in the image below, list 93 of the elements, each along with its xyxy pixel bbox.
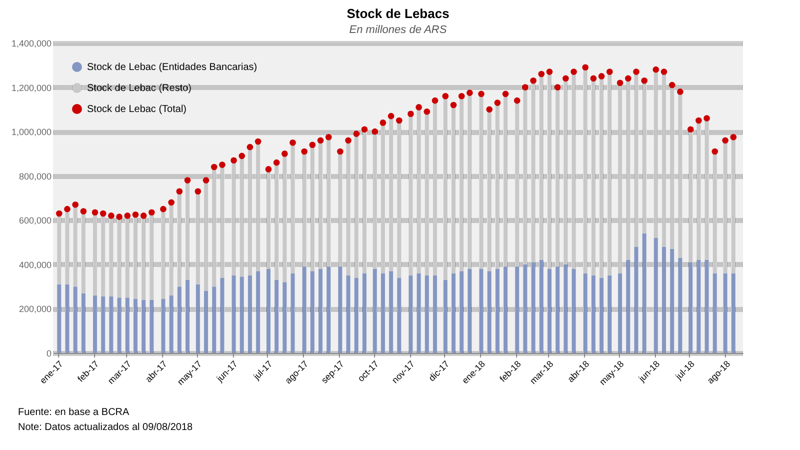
bar xyxy=(212,286,216,353)
bar xyxy=(204,291,208,353)
bar xyxy=(523,264,528,353)
chart-title: Stock de Lebacs xyxy=(346,6,450,21)
bar xyxy=(564,264,568,353)
chart-subtitle: En millones de ARS xyxy=(349,24,448,36)
bar xyxy=(161,298,166,353)
bar xyxy=(723,273,728,353)
bar xyxy=(372,268,377,353)
bar xyxy=(712,273,717,353)
bar xyxy=(600,278,604,353)
bar xyxy=(150,300,154,353)
bar xyxy=(169,295,174,353)
y-tick-label: 600,000 xyxy=(18,216,52,226)
bar xyxy=(408,276,413,353)
bar xyxy=(133,298,138,353)
bar xyxy=(142,300,146,353)
bar xyxy=(326,266,331,353)
bar xyxy=(220,278,224,353)
bar xyxy=(696,260,701,353)
y-tick-label: 1,400,000 xyxy=(11,38,52,48)
bar xyxy=(443,280,448,353)
bar xyxy=(240,276,244,353)
bar xyxy=(626,260,630,353)
bar xyxy=(232,276,236,353)
bar xyxy=(556,266,560,353)
bar xyxy=(539,260,544,353)
text: Note: Datos actualizados al 09/08/2018 xyxy=(18,421,193,435)
bar xyxy=(310,271,314,353)
bar xyxy=(57,284,62,353)
bar xyxy=(688,262,693,353)
bar xyxy=(547,268,552,353)
bar xyxy=(186,280,190,353)
bar xyxy=(662,246,666,353)
bar xyxy=(81,293,86,353)
bar xyxy=(302,266,306,353)
bar xyxy=(397,278,402,353)
bar xyxy=(93,295,98,353)
bar xyxy=(362,273,366,353)
y-tick-label: 1,000,000 xyxy=(11,127,52,138)
bar xyxy=(196,284,200,353)
bar xyxy=(468,268,472,353)
bar xyxy=(338,266,342,353)
bar xyxy=(109,296,114,353)
bar xyxy=(608,276,612,353)
bar xyxy=(290,273,295,353)
legend-label: Stock de Lebac (Resto) xyxy=(87,83,192,94)
bar xyxy=(531,262,536,353)
bar xyxy=(479,268,484,353)
bar xyxy=(731,273,736,353)
bar xyxy=(248,276,252,353)
bar xyxy=(282,282,287,353)
bar xyxy=(618,273,622,353)
bar xyxy=(678,258,682,353)
bar xyxy=(256,271,260,353)
bar xyxy=(73,286,78,353)
bar xyxy=(583,273,588,353)
bar xyxy=(634,246,638,353)
bar xyxy=(654,238,658,353)
bar xyxy=(670,248,674,353)
bar xyxy=(117,298,122,353)
bar xyxy=(487,271,492,353)
bar xyxy=(380,273,385,353)
y-tick-label: 200,000 xyxy=(18,304,52,314)
bar xyxy=(346,276,350,353)
bar xyxy=(424,276,429,353)
bar xyxy=(433,276,438,353)
bar xyxy=(572,268,576,353)
bar xyxy=(177,286,182,353)
bar xyxy=(125,298,130,353)
y-tick-label: 0 xyxy=(46,348,52,358)
bar xyxy=(460,271,464,353)
bar xyxy=(266,268,270,353)
bar xyxy=(504,266,508,353)
bar xyxy=(318,268,323,353)
legend-label: Stock de Lebac (Entidades Bancarias) xyxy=(87,62,258,73)
bar xyxy=(452,273,456,353)
bar xyxy=(515,266,520,353)
bar xyxy=(389,271,394,353)
y-tick-label: 1,200,000 xyxy=(11,82,52,93)
bar xyxy=(354,278,358,353)
bar xyxy=(591,276,596,353)
bar xyxy=(65,284,70,353)
legend-label: Stock de Lebac (Total) xyxy=(87,104,186,115)
bar xyxy=(704,260,709,353)
y-tick-label: 400,000 xyxy=(18,260,52,270)
bar xyxy=(642,233,646,353)
source-note: Fuente: en base a BCRA xyxy=(18,406,130,420)
bar xyxy=(495,268,500,353)
y-tick-label: 800,000 xyxy=(18,171,52,182)
bar xyxy=(101,296,106,353)
bar xyxy=(274,280,279,353)
bar xyxy=(416,273,421,353)
